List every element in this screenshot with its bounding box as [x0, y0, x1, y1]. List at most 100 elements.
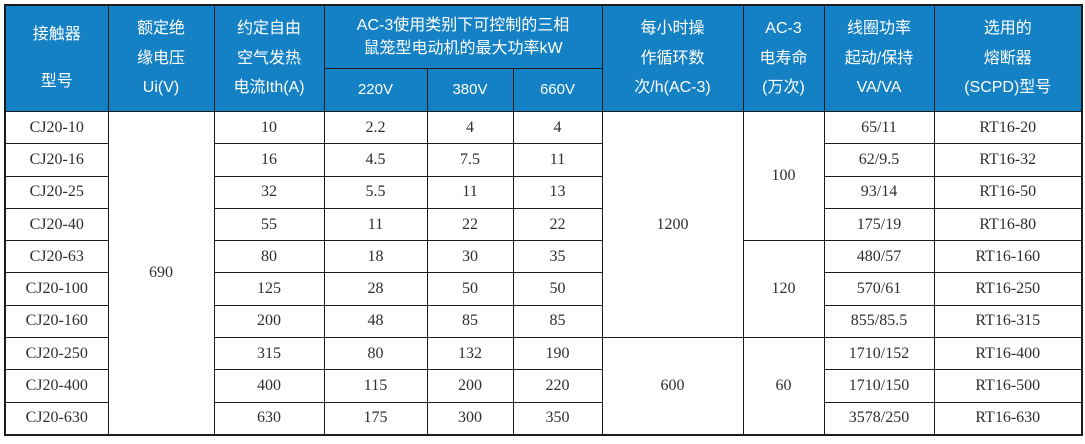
table-row: CJ20-630 630 175 300 350 3578/250 RT16-6… [4, 401, 1083, 436]
cell-kw220: 11 [323, 207, 428, 242]
col-header-coil-power: 线圈功率 起动/保持 VA/VA [823, 4, 935, 112]
cell-fuse: RT16-500 [933, 369, 1083, 403]
cell-model: CJ20-16 [4, 143, 109, 177]
table-body: CJ20-10 690 10 2.2 4 4 1200 100 65/11 RT… [4, 110, 1083, 436]
table-row: CJ20-400 400 115 200 220 1710/150 RT16-5… [4, 369, 1083, 403]
cell-kw380: 4 [426, 110, 514, 145]
cell-fuse: RT16-630 [933, 401, 1083, 436]
cell-life-merged: 120 [742, 240, 825, 339]
cell-coil: 855/85.5 [823, 304, 935, 339]
cell-coil: 3578/250 [823, 401, 935, 436]
cell-ith: 315 [213, 337, 325, 371]
cell-kw660: 85 [512, 304, 603, 339]
cell-kw660: 35 [512, 240, 603, 274]
cell-fuse: RT16-20 [933, 110, 1083, 145]
cell-coil: 480/57 [823, 240, 935, 274]
cell-rated-voltage-merged: 690 [107, 111, 215, 436]
cell-fuse: RT16-32 [933, 143, 1083, 177]
cell-kw380: 132 [426, 337, 514, 371]
col-header-rated-voltage: 额定绝 缘电压 Ui(V) [107, 4, 215, 112]
col-header-fuse: 选用的 熔断器 (SCPD)型号 [933, 4, 1083, 112]
cell-coil: 1710/150 [823, 369, 935, 403]
cell-kw660: 220 [512, 369, 603, 403]
cell-ith: 630 [213, 401, 325, 436]
cell-cycles-merged: 1200 [601, 110, 744, 339]
col-header-electrical-life: AC-3 电寿命 (万次) [742, 4, 825, 112]
cell-kw220: 4.5 [323, 143, 428, 177]
cell-fuse: RT16-400 [933, 337, 1083, 371]
col-header-220v: 220V [323, 68, 428, 112]
cell-ith: 400 [213, 369, 325, 403]
table-row: CJ20-250 315 80 132 190 600 60 1710/152 … [4, 337, 1083, 436]
cell-kw380: 50 [426, 272, 514, 306]
cell-coil: 65/11 [823, 110, 935, 145]
cell-kw660: 11 [512, 143, 603, 177]
cell-kw220: 175 [323, 401, 428, 436]
cell-kw220: 2.2 [323, 110, 428, 145]
cell-life-merged: 60 [742, 337, 825, 436]
cell-fuse: RT16-50 [933, 175, 1083, 209]
cell-ith: 80 [213, 240, 325, 274]
cell-ith: 32 [213, 175, 325, 209]
cell-kw380: 7.5 [426, 143, 514, 177]
cell-model: CJ20-400 [4, 369, 109, 403]
cell-kw220: 5.5 [323, 175, 428, 209]
table-row: CJ20-100 125 28 50 50 570/61 RT16-250 [4, 272, 1083, 306]
cell-fuse: RT16-80 [933, 207, 1083, 242]
table-row: CJ20-10 690 10 2.2 4 4 1200 100 65/11 RT… [4, 110, 1083, 436]
cell-kw660: 4 [512, 110, 603, 145]
cell-coil: 93/14 [823, 175, 935, 209]
cell-coil: 62/9.5 [823, 143, 935, 177]
cell-ith: 55 [213, 207, 325, 242]
table-row: CJ20-63 80 18 30 35 120 480/57 RT16-160 [4, 240, 1083, 339]
cell-model: CJ20-100 [4, 272, 109, 306]
cell-kw380: 22 [426, 207, 514, 242]
cell-model: CJ20-630 [4, 401, 109, 436]
table-row: CJ20-16 16 4.5 7.5 11 62/9.5 RT16-32 [4, 143, 1083, 177]
col-header-model: 接触器 型号 [4, 4, 109, 112]
cell-ith: 10 [213, 110, 325, 145]
cell-fuse: RT16-160 [933, 240, 1083, 274]
cell-fuse: RT16-250 [933, 272, 1083, 306]
cell-kw380: 85 [426, 304, 514, 339]
cell-kw220: 115 [323, 369, 428, 403]
contactor-spec-table: 接触器 型号 额定绝 缘电压 Ui(V) 约定自由 空气发热 电流Ith(A) … [4, 4, 1083, 436]
cell-kw220: 48 [323, 304, 428, 339]
cell-kw660: 13 [512, 175, 603, 209]
cell-model: CJ20-63 [4, 240, 109, 274]
cell-coil: 570/61 [823, 272, 935, 306]
cell-kw220: 28 [323, 272, 428, 306]
cell-life-merged: 100 [742, 110, 825, 242]
cell-kw660: 350 [512, 401, 603, 436]
cell-ith: 125 [213, 272, 325, 306]
cell-model: CJ20-25 [4, 175, 109, 209]
cell-cycles-merged: 600 [601, 337, 744, 436]
cell-kw220: 80 [323, 337, 428, 371]
col-header-cycles: 每小时操 作循环数 次/h(AC-3) [601, 4, 744, 112]
cell-kw660: 50 [512, 272, 603, 306]
cell-coil: 1710/152 [823, 337, 935, 371]
cell-ith: 16 [213, 143, 325, 177]
cell-model: CJ20-250 [4, 337, 109, 371]
col-header-380v: 380V [426, 68, 514, 112]
cell-kw220: 18 [323, 240, 428, 274]
cell-kw380: 200 [426, 369, 514, 403]
table-row: CJ20-160 200 48 85 85 855/85.5 RT16-315 [4, 304, 1083, 339]
cell-model: CJ20-10 [4, 110, 109, 145]
cell-fuse: RT16-315 [933, 304, 1083, 339]
cell-ith: 200 [213, 304, 325, 339]
cell-model: CJ20-40 [4, 207, 109, 242]
cell-model: CJ20-160 [4, 304, 109, 339]
cell-kw380: 300 [426, 401, 514, 436]
cell-kw660: 22 [512, 207, 603, 242]
col-header-thermal-current: 约定自由 空气发热 电流Ith(A) [213, 4, 325, 112]
cell-kw660: 190 [512, 337, 603, 371]
cell-coil: 175/19 [823, 207, 935, 242]
cell-kw380: 11 [426, 175, 514, 209]
col-header-660v: 660V [512, 68, 603, 112]
table-header: 接触器 型号 额定绝 缘电压 Ui(V) 约定自由 空气发热 电流Ith(A) … [4, 4, 1083, 112]
cell-kw380: 30 [426, 240, 514, 274]
table-row: CJ20-40 55 11 22 22 175/19 RT16-80 [4, 207, 1083, 242]
table-row: CJ20-25 32 5.5 11 13 93/14 RT16-50 [4, 175, 1083, 209]
col-header-max-power-group: AC-3使用类别下可控制的三相 鼠笼型电动机的最大功率kW [323, 4, 603, 69]
